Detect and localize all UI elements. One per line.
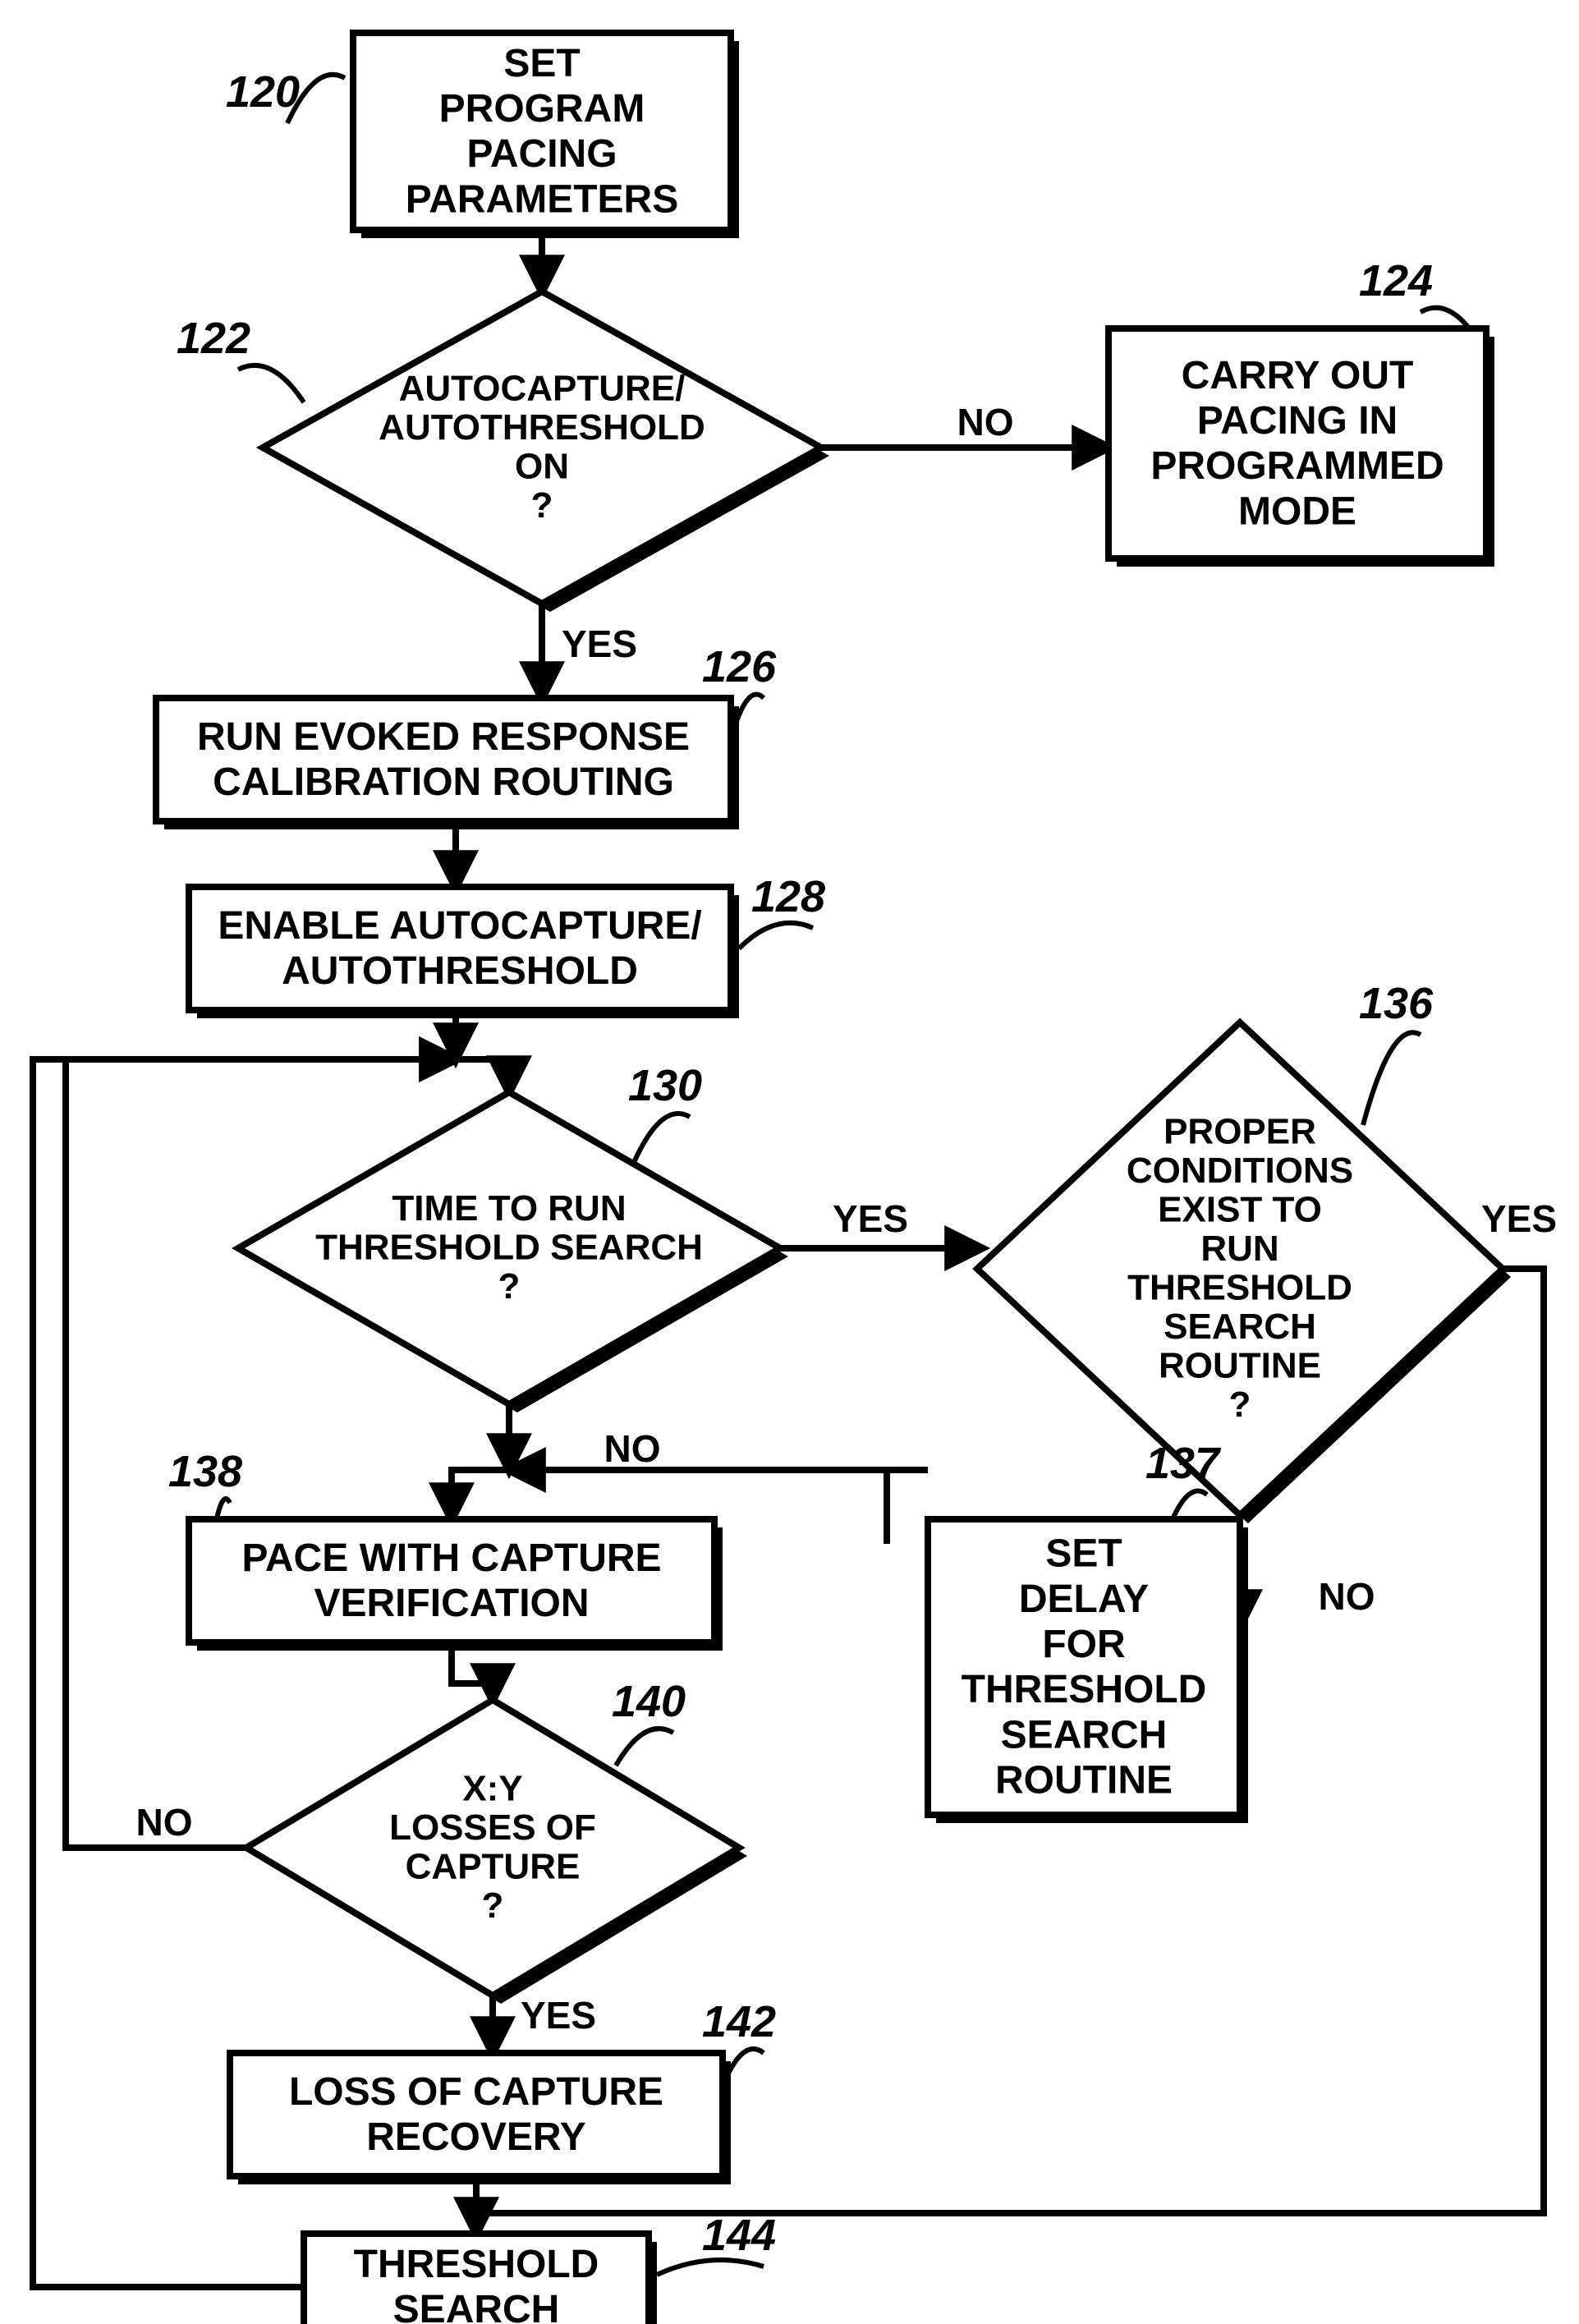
edge-e5b [456, 1059, 509, 1092]
node-text-n128: ENABLE AUTOCAPTURE/ [218, 904, 701, 948]
edge-label-e2: NO [957, 401, 1014, 443]
node-text-n140: ? [482, 1885, 504, 1926]
node-n130: TIME TO RUNTHRESHOLD SEARCH? [238, 1092, 788, 1412]
ref-128: 128 [751, 872, 825, 921]
edge-label-e10: YES [1481, 1197, 1557, 1240]
node-text-n136: EXIST TO [1158, 1189, 1322, 1229]
ref-122: 122 [177, 314, 250, 363]
ref-144: 144 [702, 2211, 776, 2260]
edge-label-e3: YES [562, 622, 637, 665]
node-text-n124: PROGRAMMED [1150, 444, 1444, 488]
node-text-n120: SET [503, 42, 580, 85]
ref-leader [238, 365, 304, 402]
ref-140: 140 [612, 1677, 686, 1726]
node-text-n140: CAPTURE [406, 1846, 581, 1886]
node-text-n144: SEARCH [393, 2288, 560, 2324]
node-text-n120: PROGRAM [439, 87, 645, 131]
ref-120: 120 [226, 67, 300, 117]
edge-e11 [452, 1642, 493, 1700]
node-text-n136: PROPER [1164, 1111, 1316, 1151]
ref-leader [739, 923, 813, 948]
node-text-n126: RUN EVOKED RESPONSE [197, 715, 690, 759]
edge-label-e12: NO [136, 1801, 193, 1844]
edge-label-e13: YES [521, 1994, 596, 2037]
node-text-n137: FOR [1042, 1623, 1125, 1666]
node-text-n137: THRESHOLD [962, 1668, 1207, 1711]
node-text-n130: ? [498, 1266, 521, 1307]
node-text-n122: AUTOCAPTURE/ [399, 368, 686, 408]
edge-label-e6: YES [833, 1197, 908, 1240]
node-text-n140: LOSSES OF [389, 1807, 596, 1848]
node-n140: X:YLOSSES OFCAPTURE? [246, 1700, 747, 2004]
node-n126: RUN EVOKED RESPONSECALIBRATION ROUTING [156, 698, 739, 829]
ref-126: 126 [702, 642, 777, 691]
ref-leader [657, 2260, 764, 2275]
ref-136: 136 [1359, 979, 1434, 1028]
node-text-n124: CARRY OUT [1182, 354, 1414, 397]
node-text-n124: MODE [1238, 489, 1356, 533]
node-text-n136: RUN [1200, 1229, 1278, 1269]
node-text-n130: THRESHOLD SEARCH [315, 1228, 703, 1268]
node-n142: LOSS OF CAPTURERECOVERY [230, 2053, 731, 2184]
node-text-n122: ON [515, 446, 569, 486]
node-n144: THRESHOLDSEARCH [304, 2234, 657, 2324]
node-text-n138: PACE WITH CAPTURE [241, 1536, 661, 1580]
ref-137: 137 [1145, 1439, 1222, 1488]
node-text-n137: DELAY [1019, 1578, 1149, 1621]
node-text-n122: ? [531, 485, 553, 526]
node-text-n137: SEARCH [1001, 1713, 1168, 1757]
node-text-n136: SEARCH [1164, 1307, 1316, 1347]
edge-label-e9: NO [1319, 1575, 1375, 1618]
ref-leader [1363, 1032, 1421, 1125]
node-text-n136: ROUTINE [1159, 1345, 1321, 1385]
node-text-n140: X:Y [462, 1768, 522, 1808]
node-n124: CARRY OUTPACING INPROGRAMMEDMODE [1109, 328, 1494, 567]
ref-leader [616, 1729, 673, 1766]
ref-142: 142 [702, 1997, 776, 2046]
node-text-n138: VERIFICATION [314, 1582, 589, 1625]
edge-label-e7: NO [604, 1427, 661, 1470]
node-text-n137: ROUTINE [995, 1759, 1173, 1803]
node-text-n137: SET [1045, 1532, 1122, 1576]
node-text-n130: TIME TO RUN [392, 1188, 626, 1229]
node-text-n120: PARAMETERS [406, 177, 678, 221]
node-n122: AUTOCAPTURE/AUTOTHRESHOLDON? [263, 292, 829, 612]
ref-138: 138 [168, 1447, 242, 1496]
node-text-n122: AUTOTHRESHOLD [379, 407, 705, 448]
edge-e7b [452, 1470, 509, 1519]
node-text-n136: ? [1229, 1385, 1251, 1425]
node-n120: SETPROGRAMPACINGPARAMETERS [353, 33, 739, 238]
node-n128: ENABLE AUTOCAPTURE/AUTOTHRESHOLD [189, 887, 739, 1018]
node-text-n144: THRESHOLD [354, 2243, 599, 2286]
node-text-n124: PACING IN [1197, 399, 1398, 443]
node-text-n142: RECOVERY [366, 2115, 586, 2159]
node-text-n142: LOSS OF CAPTURE [289, 2070, 663, 2114]
ref-130: 130 [628, 1061, 702, 1110]
ref-124: 124 [1359, 256, 1433, 305]
node-n137: SETDELAYFORTHRESHOLDSEARCHROUTINE [928, 1519, 1248, 1823]
node-text-n128: AUTOTHRESHOLD [282, 949, 638, 993]
node-n138: PACE WITH CAPTUREVERIFICATION [189, 1519, 723, 1651]
node-n136: PROPERCONDITIONSEXIST TORUNTHRESHOLDSEAR… [977, 1022, 1511, 1523]
node-text-n136: CONDITIONS [1127, 1151, 1353, 1191]
node-text-n126: CALIBRATION ROUTING [213, 760, 674, 804]
node-text-n120: PACING [466, 132, 617, 176]
node-text-n136: THRESHOLD [1127, 1267, 1352, 1307]
ref-leader [632, 1114, 690, 1166]
